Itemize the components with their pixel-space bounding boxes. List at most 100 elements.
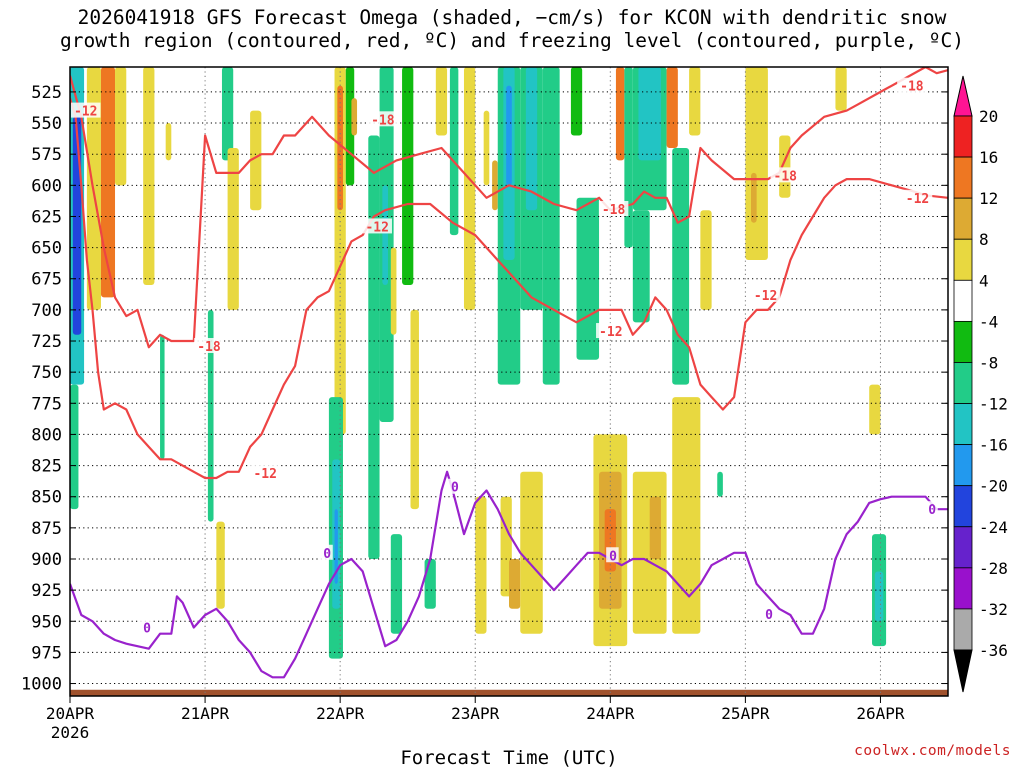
y-tick-label: 550 — [31, 114, 62, 134]
omega-region — [100, 67, 116, 298]
gridlines — [70, 67, 948, 696]
contour-label-bg — [750, 286, 781, 302]
omega-region — [483, 110, 490, 186]
omega-region — [666, 67, 678, 148]
contour-label: -12 — [754, 289, 777, 304]
contour--12C — [70, 97, 948, 480]
contour-label: -18 — [900, 80, 924, 95]
y-tick-label: 700 — [31, 301, 62, 321]
omega-region — [390, 247, 397, 335]
colorbar-label: 20 — [979, 107, 998, 126]
y-tick-label: 950 — [31, 612, 62, 632]
contour-label-bg — [140, 619, 153, 635]
omega-region — [987, 111, 1010, 236]
omega-shading — [70, 67, 1022, 659]
x-tick-label: 26APR — [856, 704, 905, 723]
colorbar-swatch — [953, 238, 973, 281]
y-tick-label: 600 — [31, 176, 62, 196]
colorbar-swatch — [953, 526, 973, 569]
omega-region — [672, 147, 690, 385]
omega-region — [475, 496, 487, 634]
omega-region — [410, 309, 419, 510]
colorbar-label: -36 — [979, 641, 1008, 660]
omega-region — [509, 558, 521, 609]
omega-region — [221, 67, 234, 161]
omega-region — [615, 67, 625, 161]
site-credit[interactable]: coolwx.com/models — [854, 743, 1011, 759]
colorbar-top-arrow — [953, 75, 973, 117]
omega-region — [874, 571, 884, 622]
colorbar-label: -28 — [979, 559, 1008, 578]
omega-region — [700, 210, 712, 310]
omega-region — [835, 67, 847, 111]
contour-label: -12 — [365, 220, 388, 235]
omega-region — [869, 384, 881, 435]
colorbar-label: -32 — [979, 600, 1008, 619]
colorbar-label: -12 — [979, 395, 1008, 414]
omega-region — [717, 471, 723, 497]
x-tick-label: 23APR — [451, 704, 500, 723]
colorbar-label: 16 — [979, 148, 998, 167]
colorbar-label: -8 — [979, 353, 998, 372]
colorbar-swatch — [953, 197, 973, 240]
contour-label-bg — [448, 478, 461, 494]
omega-region — [207, 309, 214, 522]
omega-region — [1016, 235, 1022, 260]
omega-region — [463, 67, 476, 310]
omega-region — [70, 384, 79, 510]
omega-region — [143, 67, 155, 285]
contour-label: -12 — [906, 192, 929, 207]
plot-frame — [69, 66, 949, 697]
ground-surface — [70, 689, 948, 696]
contour-lines — [70, 67, 948, 679]
colorbar-swatch — [953, 444, 973, 487]
contour-label-bg — [762, 605, 775, 621]
omega-region — [576, 197, 600, 360]
chart-title: 2026041918 GFS Forecast Omega (shaded, −… — [0, 6, 1024, 52]
x-tick-label: 25APR — [721, 704, 770, 723]
contour-label: -12 — [253, 467, 276, 482]
x-tick-label: 22APR — [316, 704, 365, 723]
y-axis: 525 550 575 600 625 650 675 700 725 750 775 800 825 8… — [21, 83, 948, 695]
omega-region — [337, 85, 343, 211]
omega-region — [368, 135, 380, 559]
omega-region — [72, 116, 82, 335]
contour-label-bg — [320, 544, 333, 560]
contour-labels: -12 -18 -12 -18 -12 -18 -12 -18 -12 -18 -12 0 0 0 0 0 0 — [70, 77, 938, 636]
omega-region — [390, 534, 403, 634]
omega-region — [751, 172, 757, 223]
colorbar-swatch — [953, 485, 973, 528]
y-tick-label: 525 — [31, 83, 62, 103]
ground-layer — [70, 689, 948, 696]
colorbar-swatch — [953, 567, 973, 610]
contour-label-bg — [897, 77, 927, 93]
y-tick-label: 650 — [31, 239, 62, 259]
colorbar-label: -20 — [979, 477, 1008, 496]
contour-label-bg — [596, 323, 626, 339]
omega-region — [492, 160, 498, 211]
y-tick-label: 850 — [31, 488, 62, 508]
contour-label-bg — [598, 200, 629, 216]
omega-region — [624, 67, 633, 248]
contour-label-bg — [70, 102, 101, 118]
omega-region — [570, 67, 583, 136]
omega-region — [216, 521, 225, 609]
y-tick-label: 975 — [31, 643, 62, 663]
contour-label-bg — [194, 338, 224, 354]
contour-label: 0 — [323, 547, 331, 562]
omega-region — [632, 210, 650, 323]
omega-region — [506, 85, 512, 186]
y-tick-label: 1000 — [21, 675, 62, 695]
omega-region — [520, 471, 543, 634]
colorbar-label: 4 — [979, 271, 989, 290]
colorbar-label: 8 — [979, 230, 989, 249]
contour-label-bg — [925, 501, 938, 517]
colorbar-swatch — [953, 320, 973, 363]
contour-label-bg — [250, 465, 280, 481]
omega-region — [672, 397, 701, 634]
colorbar-swatch — [953, 362, 973, 404]
omega-region — [227, 147, 239, 310]
contour-label-bg — [362, 218, 392, 234]
contour-label: -18 — [371, 113, 395, 128]
